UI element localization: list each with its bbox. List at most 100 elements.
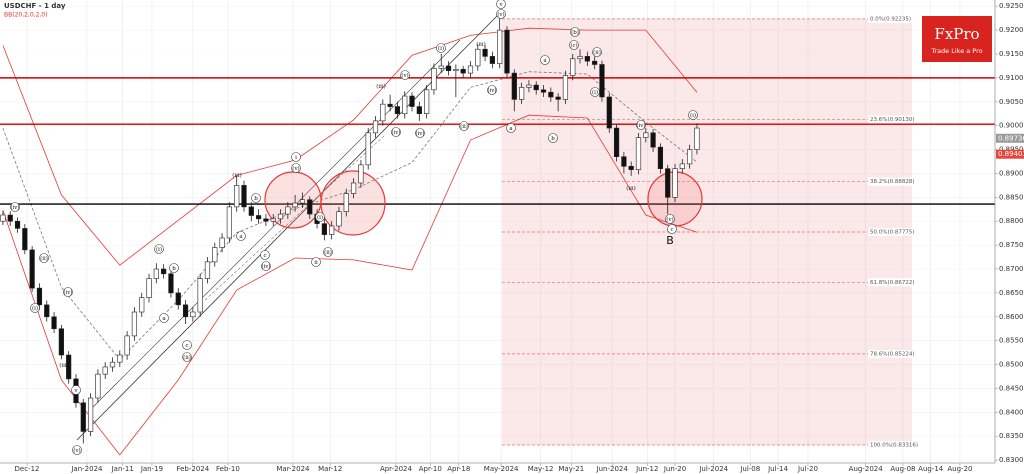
candle-body: [657, 146, 664, 169]
wave-label: (iv): [487, 87, 496, 94]
candle-body: [0, 214, 6, 222]
wave-circle: [548, 133, 558, 143]
candle-body: [394, 106, 401, 115]
wave-circle: [436, 43, 446, 53]
x-tick-label: Aug-2024: [849, 465, 884, 473]
candle-body: [570, 58, 576, 76]
indicator-label: BB(20,2,0,2,0): [4, 12, 47, 19]
candle-body: [380, 103, 386, 122]
wave-label: (c): [570, 42, 577, 49]
wave-label: (iii): [232, 172, 242, 179]
candle-body: [599, 64, 605, 98]
candle-body: [424, 89, 430, 115]
candle-body: [299, 199, 306, 204]
candle-body: [36, 287, 43, 306]
wave-circle: [506, 123, 516, 133]
candle-body: [445, 65, 452, 72]
candle-body: [519, 87, 525, 100]
candle-body: [358, 164, 364, 184]
candle-body: [402, 95, 408, 115]
candle-body: [14, 220, 21, 229]
candle-body: [292, 202, 298, 208]
wave-label: b: [254, 196, 258, 202]
candle-body: [679, 163, 685, 169]
candle-body: [621, 156, 627, 167]
x-tick-label: Jul-14: [767, 465, 788, 473]
candle-body: [66, 354, 72, 380]
wave-circle: [261, 261, 271, 271]
fib-label: 78.6%(0.85224): [870, 351, 915, 357]
wave-circle: [159, 313, 169, 323]
x-tick-label: Apr-2024: [380, 465, 413, 473]
wave-label: a: [162, 316, 166, 322]
wave-label: (ii): [593, 49, 601, 56]
candle-body: [109, 361, 116, 368]
candle-body: [241, 185, 247, 208]
wave-circle: [590, 87, 600, 97]
candle-body: [431, 68, 437, 91]
y-tick-label: 0.92500: [999, 2, 1024, 10]
wave-label: (i): [32, 305, 38, 312]
x-tick-label: Jun-20: [663, 465, 686, 473]
fib-label: 61.8%(0.86722): [870, 280, 915, 286]
candle-body: [584, 56, 590, 62]
fib-label-bg: [868, 227, 912, 236]
x-tick-label: Apr-10: [419, 465, 442, 473]
candle-body: [29, 249, 35, 289]
candle-body: [7, 214, 13, 222]
candle-body: [628, 165, 634, 170]
wave-label: v: [73, 388, 78, 394]
candle-body: [234, 185, 240, 208]
candle-body: [80, 402, 86, 432]
fib-label-bg: [868, 349, 912, 358]
fib-label-bg: [868, 278, 912, 287]
wave-label: (iv): [415, 130, 424, 137]
wave-label: (v): [666, 216, 673, 223]
wave-circle: [415, 128, 425, 138]
wave-circle: [400, 70, 410, 80]
wave-label: v: [498, 2, 503, 8]
wave-circle: [592, 47, 602, 57]
candle-body: [533, 84, 539, 91]
x-tick-label: Mar-12: [318, 465, 342, 473]
candle-body: [562, 75, 569, 100]
logo-tagline: Trade Like a Pro: [930, 47, 982, 55]
fib-label-bg: [868, 177, 912, 186]
candle-body: [511, 72, 517, 100]
candle-body: [694, 127, 700, 150]
x-tick-label: Aug-08: [890, 465, 915, 473]
wave-circle: [496, 0, 506, 9]
x-tick-label: May-21: [558, 465, 584, 473]
candle-body: [270, 218, 276, 222]
candle-body: [204, 261, 211, 279]
wave-label: (b): [571, 29, 579, 36]
candle-body: [416, 106, 422, 115]
candle-body: [687, 149, 693, 165]
wave-label: (i): [690, 112, 696, 119]
fib-label: 38.2%(0.88828): [870, 179, 915, 185]
candle-body: [526, 84, 532, 88]
wave-circle: [251, 193, 261, 203]
x-tick-label: Jan-19: [140, 465, 163, 473]
wave-label: a: [543, 58, 547, 64]
wave-label: (iv): [10, 204, 19, 211]
x-tick-label: Apr-18: [447, 465, 470, 473]
candle-body: [409, 95, 415, 107]
candle-body: [248, 206, 254, 216]
band-lower: [2, 114, 698, 456]
wave-label: (iv): [261, 263, 270, 270]
wave-label: (v): [401, 72, 408, 79]
wave-circle: [39, 253, 49, 263]
x-tick-label: Feb-2024: [176, 465, 209, 473]
wave-label: (i): [438, 45, 444, 52]
wave-circle: [570, 27, 580, 37]
x-tick-label: May-2024: [484, 465, 519, 473]
